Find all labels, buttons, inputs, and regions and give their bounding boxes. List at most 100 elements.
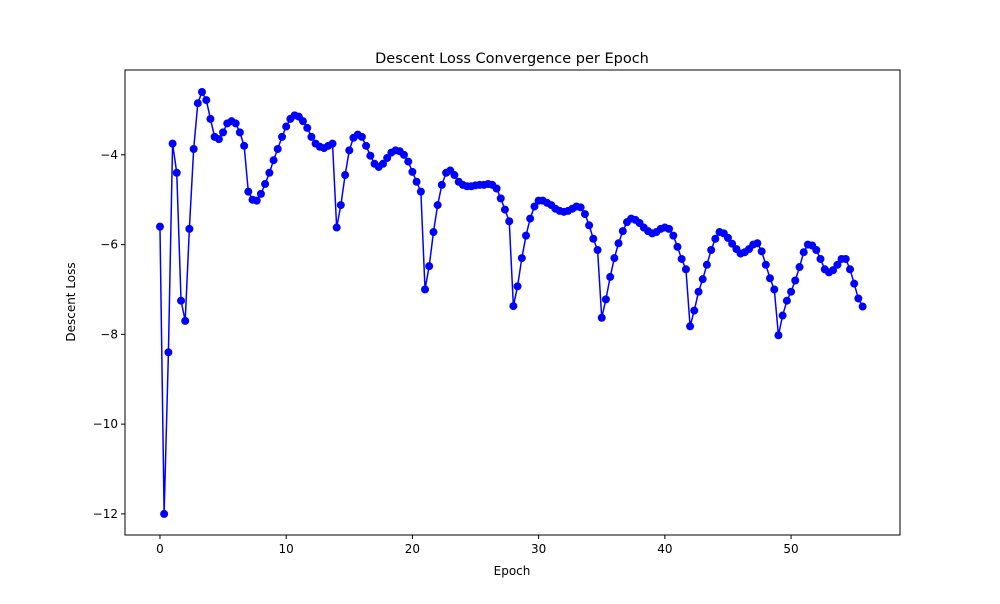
marker (841, 254, 850, 263)
marker (429, 228, 438, 237)
marker (197, 87, 206, 96)
marker (850, 279, 859, 288)
marker (328, 139, 337, 148)
marker (829, 266, 838, 275)
marker (686, 322, 695, 331)
marker (341, 171, 350, 180)
marker (782, 296, 791, 305)
marker (509, 302, 518, 311)
marker (707, 245, 716, 254)
marker (765, 274, 774, 283)
marker (450, 171, 459, 180)
marker (791, 276, 800, 285)
marker (219, 128, 228, 137)
x-tick-label: 30 (531, 542, 546, 556)
marker (665, 224, 674, 233)
marker (206, 114, 215, 123)
marker (681, 265, 690, 274)
marker (585, 221, 594, 230)
marker (273, 144, 282, 153)
marker (366, 151, 375, 160)
marker (408, 167, 417, 176)
marker (261, 180, 270, 189)
marker (770, 285, 779, 294)
marker (728, 239, 737, 248)
marker (589, 234, 598, 243)
marker (787, 287, 796, 296)
x-tick-label: 40 (657, 542, 672, 556)
marker (500, 205, 509, 214)
marker (181, 316, 190, 325)
marker (214, 135, 223, 144)
marker (185, 224, 194, 233)
y-tick-label: −8 (100, 327, 118, 341)
marker (774, 331, 783, 340)
marker (421, 285, 430, 294)
marker (298, 117, 307, 126)
marker (698, 275, 707, 284)
marker (513, 282, 522, 291)
marker (164, 348, 173, 357)
marker (761, 260, 770, 269)
marker (526, 214, 535, 223)
marker (336, 201, 345, 210)
marker (240, 141, 249, 150)
marker (711, 234, 720, 243)
plot-frame (124, 69, 901, 536)
marker (723, 233, 732, 242)
marker (530, 202, 539, 211)
marker (437, 180, 446, 189)
y-tick-label: −12 (93, 507, 118, 521)
x-tick-label: 0 (156, 542, 164, 556)
marker (522, 231, 531, 240)
marker (854, 294, 863, 303)
marker (172, 168, 181, 177)
marker (269, 156, 278, 165)
y-tick-label: −6 (100, 238, 118, 252)
marker (610, 254, 619, 263)
marker (177, 296, 186, 305)
marker (416, 187, 425, 196)
marker (256, 189, 265, 198)
marker (505, 217, 514, 226)
marker (404, 157, 413, 166)
marker (690, 306, 699, 315)
chart-title: Descent Loss Convergence per Epoch (375, 51, 649, 67)
marker (833, 260, 842, 269)
marker (606, 272, 615, 281)
x-tick-label: 50 (783, 542, 798, 556)
marker (202, 96, 211, 105)
marker (694, 287, 703, 296)
marker (846, 265, 855, 274)
marker (235, 128, 244, 137)
y-tick-label: −10 (93, 417, 118, 431)
marker (155, 222, 164, 231)
marker (399, 150, 408, 159)
marker (189, 144, 198, 153)
marker (580, 210, 589, 219)
marker (160, 509, 169, 518)
marker (252, 196, 261, 205)
marker (576, 203, 585, 212)
marker (858, 302, 867, 311)
marker (753, 239, 762, 248)
marker (702, 260, 711, 269)
marker (433, 201, 442, 210)
marker (812, 245, 821, 254)
y-axis-label: Descent Loss (64, 262, 78, 341)
x-tick-label: 20 (405, 542, 420, 556)
marker (425, 262, 434, 271)
marker (673, 242, 682, 251)
marker (757, 247, 766, 256)
marker (669, 231, 678, 240)
marker (618, 227, 627, 236)
marker (332, 223, 341, 232)
marker (303, 123, 312, 132)
marker (778, 311, 787, 320)
x-tick-label: 10 (279, 542, 294, 556)
marker (795, 263, 804, 272)
marker (597, 313, 606, 322)
marker (593, 245, 602, 254)
